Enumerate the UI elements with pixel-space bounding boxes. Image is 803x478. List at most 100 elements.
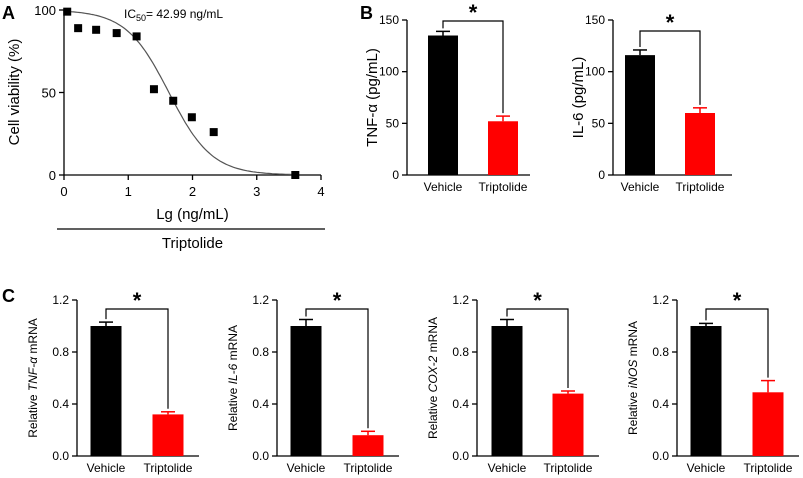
significance-star: * [733,288,742,313]
data-point [149,85,158,94]
group-label: Triptolide [162,235,223,252]
x-tick-label: Triptolide [344,461,393,475]
data-point [132,32,141,41]
y-axis-title: Relative IL-6 mRNA [226,325,240,431]
y-tick-label: 150 [379,13,399,27]
x-tick-label: 1 [125,184,132,199]
data-point [112,29,121,38]
x-tick-label: Triptolide [479,180,528,194]
y-tick-label: 0.4 [52,397,69,411]
y-axis-title: Relative COX-2 mRNA [426,317,440,439]
panel-label-b: B [360,3,373,23]
significance-bracket [105,308,169,409]
il-6-mrna-chart: 0.0 0.4 0.8 1.2 Vehicle Triptolide * Relative I… [226,288,399,475]
x-tick-label: Triptolide [144,461,193,475]
y-tick-label: 50 [592,116,606,130]
bar-triptolide [152,414,184,456]
x-tick-label: Triptolide [544,461,593,475]
significance-star: * [133,288,142,313]
y-tick-label: 0.4 [652,397,669,411]
y-tick-label: 0.4 [252,397,269,411]
y-tick-label: 0.8 [452,345,469,359]
y-axis-title: Cell viability (%) [6,39,23,146]
x-tick-label: Vehicle [287,461,326,475]
y-tick-label: 100 [379,65,399,79]
significance-bracket [506,308,569,388]
significance-star: * [533,288,542,313]
y-tick-label: 1.2 [52,293,69,307]
y-tick-label: 0.4 [452,397,469,411]
y-tick-label: 50 [42,86,56,101]
significance-bracket [639,30,701,105]
y-axis-title: IL-6 (pg/mL) [570,57,587,139]
data-point [169,96,178,105]
y-tick-label: 0.0 [652,449,669,463]
bar-triptolide [685,113,715,175]
bar-triptolide [488,121,518,175]
y-tick-label: 0.8 [252,345,269,359]
inos-mrna-chart: 0.0 0.4 0.8 1.2 Vehicle Triptolide * Relative i… [626,288,799,475]
y-tick-label: 0 [49,168,56,183]
y-tick-label: 0.0 [52,449,69,463]
data-point [209,128,218,137]
x-tick-label: 3 [253,184,260,199]
bar-triptolide [552,393,584,456]
tnf-alpha-protein-chart: 0 50 100 150 Vehicle Triptolide * TNF-α (pg/mL) [364,0,530,194]
y-tick-label: 0.0 [452,449,469,463]
y-tick-label: 0.0 [252,449,269,463]
y-tick-label: 0 [598,168,605,182]
y-tick-label: 0.8 [652,345,669,359]
bar-vehicle [690,326,722,456]
y-axis-title: Relative iNOS mRNA [626,321,640,435]
bar-triptolide [752,392,784,456]
significance-star: * [333,288,342,313]
data-point [291,171,300,179]
y-tick-label: 1.2 [452,293,469,307]
x-tick-label: 2 [189,184,196,199]
significance-bracket [442,20,504,114]
x-tick-label: Vehicle [488,461,527,475]
panel-label-c: C [2,286,15,306]
y-tick-label: 150 [585,13,605,27]
bar-vehicle [290,326,322,456]
significance-star: * [666,10,675,35]
ic50-annotation: IC50= 42.99 ng/mL [124,7,223,23]
bar-vehicle [428,35,458,175]
y-tick-label: 0.8 [52,345,69,359]
tnf-alpha-mrna-chart: 0.0 0.4 0.8 1.2 Vehicle Triptolide * Relative T… [26,288,199,475]
x-tick-label: Vehicle [687,461,726,475]
bar-vehicle [625,55,655,176]
x-tick-label: Vehicle [424,180,463,194]
y-axis-title: TNF-α (pg/mL) [364,48,381,147]
x-tick-label: 0 [60,184,67,199]
y-tick-label: 50 [386,116,400,130]
y-tick-label: 100 [34,3,56,18]
data-point [187,113,196,122]
panel-label-a: A [2,3,15,23]
x-tick-label: Triptolide [676,180,725,194]
significance-bracket [705,308,769,378]
fit-curve [63,10,296,176]
bar-vehicle [90,326,122,456]
x-tick-label: Vehicle [87,461,126,475]
data-point [63,7,72,16]
data-point [92,25,101,34]
y-tick-label: 100 [585,65,605,79]
y-tick-label: 1.2 [252,293,269,307]
y-tick-label: 1.2 [652,293,669,307]
x-tick-label: Vehicle [621,180,660,194]
x-axis-title: Lg (ng/mL) [156,206,229,223]
cox-2-mrna-chart: 0.0 0.4 0.8 1.2 Vehicle Triptolide * Relative C… [426,288,599,475]
dose-response-chart: 0 50 100 0 1 2 3 4 IC50= 42.99 ng/mL Lg (ng/mL) Tr… [6,3,325,252]
bar-vehicle [491,326,523,456]
y-axis-title: Relative TNF-α mRNA [26,318,40,438]
x-tick-label: 4 [317,184,324,199]
bar-triptolide [352,435,384,456]
y-tick-label: 0 [392,168,399,182]
x-tick-label: Triptolide [744,461,793,475]
significance-bracket [305,308,369,429]
il-6-protein-chart: 0 50 100 150 Vehicle Triptolide * IL-6 (pg/mL) [570,10,732,194]
data-point [74,24,83,33]
significance-star: * [469,0,478,25]
